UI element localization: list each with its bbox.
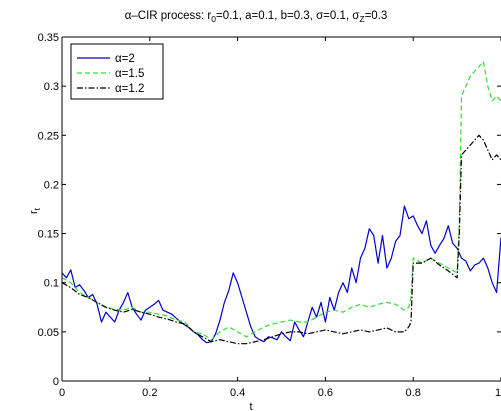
x-tick-label: 0.8 — [406, 387, 421, 399]
series-line-0 — [62, 205, 501, 344]
x-tick-label: 0.6 — [318, 387, 333, 399]
legend-label-alpha12: α=1.2 — [115, 83, 144, 95]
chart-title-part-e: =0.3 — [365, 10, 388, 22]
y-tick-label: 0.35 — [38, 32, 59, 44]
x-tick-label: 0.2 — [142, 387, 157, 399]
ticks-group: 0 0.2 0.4 0.6 0.8 1 0 0.05 0.1 0.15 0.2 0.25 0.3 0.35 — [38, 32, 501, 399]
legend-label-alpha2: α=2 — [115, 53, 135, 65]
chart-title-sub-r0: 0 — [211, 14, 216, 24]
chart-title-part-c: =0.1, a=0.1, b=0.3, σ=0.1, σ — [216, 10, 359, 22]
chart-title: α–CIR process: r0=0.1, a=0.1, b=0.3, σ=0… — [125, 10, 388, 24]
legend-box — [70, 43, 164, 100]
y-axis-label: rt — [28, 207, 42, 214]
chart-title-part-a: α–CIR process: r — [125, 10, 212, 22]
x-tick-label: 0.4 — [230, 387, 245, 399]
x-tick-label: 1 — [495, 387, 501, 399]
legend: α=2 α=1.5 α=1.2 — [70, 43, 164, 100]
y-axis-label-sub: t — [32, 207, 42, 210]
x-axis-label: t — [249, 401, 252, 411]
y-tick-label: 0.25 — [38, 130, 59, 142]
y-tick-label: 0.05 — [38, 327, 59, 339]
x-tick-label: 0 — [59, 387, 65, 399]
series-line-2 — [62, 134, 501, 345]
series-group — [62, 60, 501, 345]
y-tick-label: 0.1 — [44, 278, 59, 290]
series-line-1 — [62, 60, 501, 341]
y-axis-label-main: r — [28, 210, 40, 214]
y-tick-label: 0.2 — [44, 179, 59, 191]
y-tick-label: 0.3 — [44, 81, 59, 93]
y-tick-label: 0 — [53, 376, 59, 388]
chart-title-sub-z: Z — [359, 14, 364, 24]
legend-label-alpha15: α=1.5 — [115, 68, 144, 80]
y-tick-label: 0.15 — [38, 229, 59, 241]
